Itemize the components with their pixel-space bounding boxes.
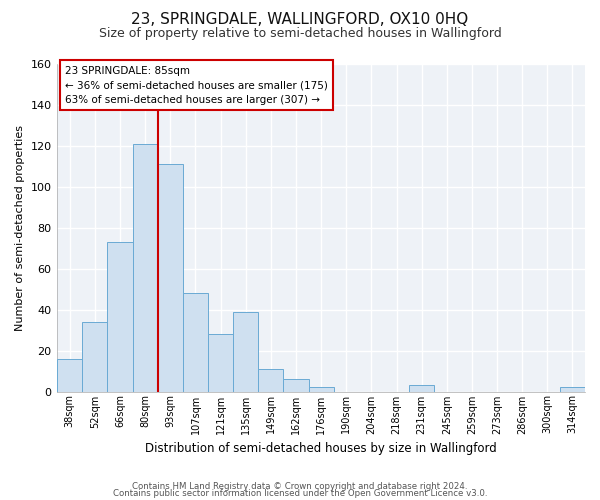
Bar: [158, 164, 183, 392]
Text: Contains HM Land Registry data © Crown copyright and database right 2024.: Contains HM Land Registry data © Crown c…: [132, 482, 468, 491]
Bar: [107, 242, 133, 392]
Bar: [258, 369, 283, 392]
Bar: [183, 294, 208, 392]
Text: Size of property relative to semi-detached houses in Wallingford: Size of property relative to semi-detach…: [98, 28, 502, 40]
Text: Contains public sector information licensed under the Open Government Licence v3: Contains public sector information licen…: [113, 490, 487, 498]
Bar: [57, 359, 82, 392]
Bar: [308, 388, 334, 392]
Text: 23, SPRINGDALE, WALLINGFORD, OX10 0HQ: 23, SPRINGDALE, WALLINGFORD, OX10 0HQ: [131, 12, 469, 28]
Bar: [133, 144, 158, 392]
X-axis label: Distribution of semi-detached houses by size in Wallingford: Distribution of semi-detached houses by …: [145, 442, 497, 455]
Text: 23 SPRINGDALE: 85sqm
← 36% of semi-detached houses are smaller (175)
63% of semi: 23 SPRINGDALE: 85sqm ← 36% of semi-detac…: [65, 66, 328, 105]
Bar: [560, 388, 585, 392]
Bar: [233, 312, 258, 392]
Bar: [208, 334, 233, 392]
Bar: [283, 379, 308, 392]
Bar: [409, 386, 434, 392]
Y-axis label: Number of semi-detached properties: Number of semi-detached properties: [15, 125, 25, 331]
Bar: [82, 322, 107, 392]
